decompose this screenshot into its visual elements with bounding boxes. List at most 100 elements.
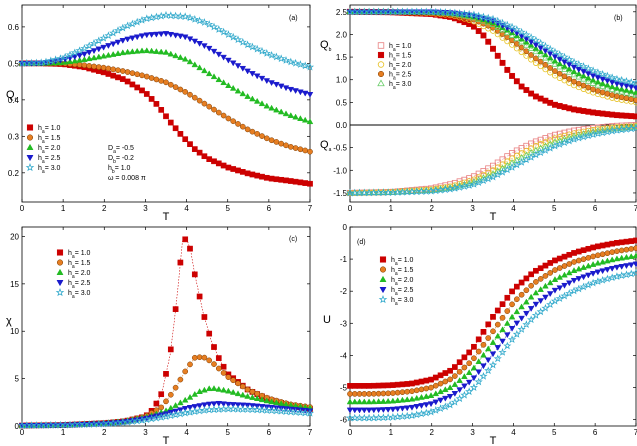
data-point bbox=[249, 71, 256, 77]
data-point bbox=[385, 390, 391, 397]
data-point bbox=[480, 351, 487, 358]
data-point bbox=[187, 141, 193, 147]
data-point bbox=[301, 90, 309, 97]
data-point bbox=[95, 53, 103, 60]
data-point bbox=[375, 390, 382, 397]
data-point bbox=[81, 62, 88, 69]
data-point bbox=[148, 32, 155, 38]
data-point bbox=[537, 95, 544, 102]
data-point bbox=[380, 407, 387, 414]
y-tick-label: -1.0 bbox=[333, 166, 347, 175]
data-point bbox=[499, 161, 506, 168]
data-point bbox=[465, 369, 473, 375]
y-tick-label: 20 bbox=[10, 232, 19, 241]
data-point bbox=[201, 67, 208, 74]
y-axis-label: U bbox=[323, 314, 331, 326]
data-point bbox=[528, 145, 535, 152]
data-point bbox=[461, 354, 468, 361]
series-11 bbox=[346, 123, 637, 196]
data-point bbox=[475, 336, 482, 343]
data-point bbox=[589, 76, 597, 83]
data-point bbox=[485, 335, 492, 341]
data-point bbox=[436, 404, 445, 412]
data-point bbox=[480, 32, 487, 39]
data-point bbox=[81, 51, 88, 58]
x-tick-label: 1 bbox=[389, 428, 394, 437]
y-tick-label: 0.0 bbox=[336, 121, 348, 130]
data-point bbox=[618, 264, 625, 270]
data-point bbox=[594, 259, 602, 266]
panel-tag: (a) bbox=[289, 15, 298, 22]
data-point bbox=[437, 372, 444, 379]
data-point bbox=[375, 398, 382, 405]
data-point bbox=[509, 288, 515, 295]
data-point bbox=[518, 291, 525, 298]
legend-label: ha= 2.5 bbox=[389, 72, 412, 82]
data-point bbox=[580, 108, 587, 114]
data-point bbox=[124, 69, 131, 75]
data-point bbox=[479, 12, 488, 21]
data-point bbox=[551, 54, 559, 61]
data-point bbox=[437, 380, 444, 387]
data-point bbox=[273, 139, 280, 145]
y-tick-label: 1.0 bbox=[336, 76, 348, 85]
data-point bbox=[273, 176, 280, 183]
data-point bbox=[537, 45, 544, 52]
data-point bbox=[504, 67, 511, 73]
data-point bbox=[148, 47, 155, 54]
data-point bbox=[105, 71, 112, 77]
legend-marker bbox=[25, 162, 35, 172]
data-point bbox=[570, 64, 578, 71]
data-point bbox=[542, 48, 549, 55]
data-point bbox=[143, 91, 150, 97]
x-axis-label: T bbox=[163, 211, 170, 223]
data-point bbox=[469, 383, 478, 391]
data-point bbox=[494, 307, 501, 314]
data-point bbox=[153, 31, 160, 38]
panel-tag: (b) bbox=[614, 15, 623, 22]
data-point bbox=[71, 57, 79, 64]
data-point bbox=[561, 59, 568, 66]
data-point bbox=[230, 166, 237, 172]
data-point bbox=[157, 31, 165, 38]
data-point bbox=[455, 183, 464, 191]
x-tick-label: 7 bbox=[634, 428, 637, 437]
data-point bbox=[272, 52, 281, 61]
data-point bbox=[537, 51, 545, 58]
legend-marker bbox=[377, 79, 385, 87]
data-point bbox=[171, 410, 180, 419]
data-point bbox=[243, 40, 252, 49]
data-point bbox=[627, 253, 635, 259]
data-point bbox=[633, 245, 637, 252]
y-axis-label-bottom: Qa bbox=[320, 139, 332, 153]
data-point bbox=[153, 101, 160, 107]
data-point bbox=[281, 56, 291, 64]
legend-entry: ha= 3.0 bbox=[378, 294, 414, 307]
data-point bbox=[594, 78, 602, 85]
data-point bbox=[451, 391, 459, 397]
data-point bbox=[70, 48, 79, 57]
data-point bbox=[622, 123, 631, 131]
plot-frame bbox=[349, 226, 637, 427]
data-point bbox=[623, 238, 630, 245]
data-point bbox=[555, 140, 564, 148]
data-point bbox=[569, 135, 579, 143]
data-point bbox=[488, 172, 498, 181]
data-point bbox=[268, 80, 275, 87]
data-point bbox=[480, 341, 487, 348]
data-point bbox=[287, 178, 294, 184]
data-point bbox=[533, 93, 539, 100]
data-point bbox=[513, 308, 521, 315]
data-point bbox=[604, 111, 611, 117]
legend-marker bbox=[56, 280, 64, 287]
data-point bbox=[215, 355, 222, 361]
x-tick-label: 6 bbox=[593, 428, 598, 437]
data-point bbox=[370, 382, 377, 389]
data-point bbox=[191, 61, 199, 68]
data-point bbox=[575, 70, 583, 77]
data-point bbox=[550, 296, 560, 305]
data-point bbox=[485, 321, 492, 328]
data-point bbox=[527, 152, 536, 161]
data-point bbox=[522, 41, 530, 48]
legend-label: ha= 2.5 bbox=[391, 287, 414, 297]
